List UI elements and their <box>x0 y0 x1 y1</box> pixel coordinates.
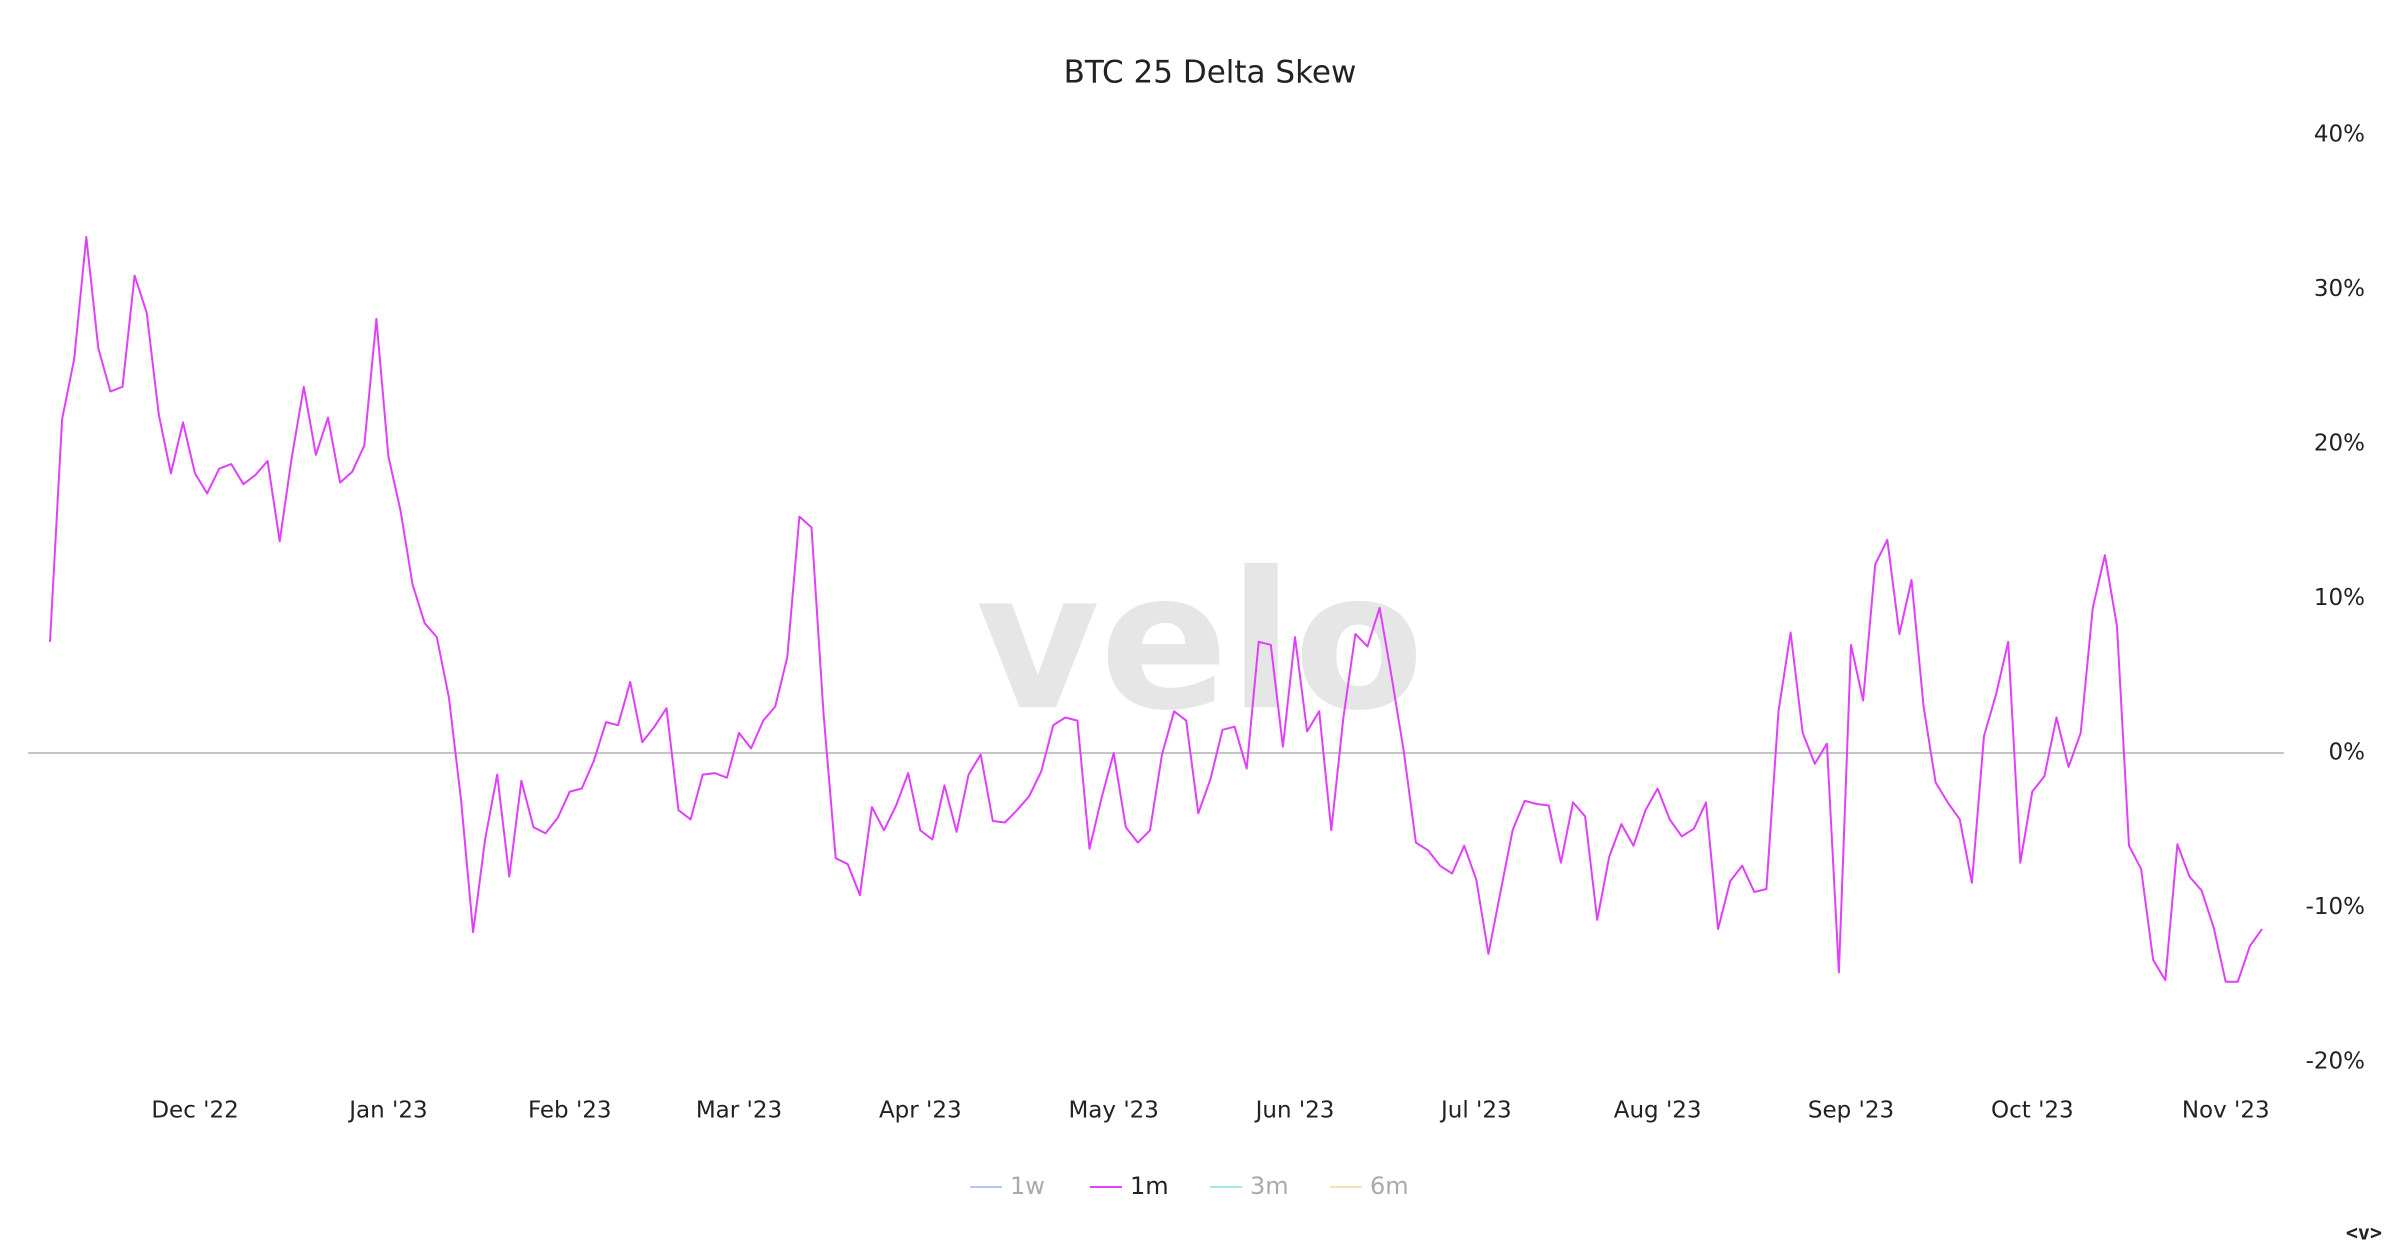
x-tick-label: Mar '23 <box>696 1098 782 1124</box>
x-tick-label: Aug '23 <box>1614 1098 1702 1124</box>
x-tick-label: Jul '23 <box>1439 1098 1512 1124</box>
corner-mark[interactable]: <v> <box>2346 1221 2382 1245</box>
x-tick-label: May '23 <box>1068 1098 1158 1124</box>
legend-label[interactable]: 1w <box>1010 1172 1045 1200</box>
y-tick-label: -10% <box>2306 894 2365 920</box>
y-tick-label: 0% <box>2329 740 2366 766</box>
legend-label[interactable]: 6m <box>1370 1172 1409 1200</box>
x-tick-label: Feb '23 <box>528 1098 612 1124</box>
y-tick-label: 30% <box>2314 276 2365 302</box>
y-tick-label: 20% <box>2314 431 2365 457</box>
legend-label[interactable]: 3m <box>1250 1172 1289 1200</box>
chart-title: BTC 25 Delta Skew <box>1064 55 1357 91</box>
y-tick-label: -20% <box>2306 1049 2365 1075</box>
x-tick-label: Apr '23 <box>879 1098 962 1124</box>
y-tick-label: 40% <box>2314 122 2365 148</box>
y-tick-label: 10% <box>2314 585 2365 611</box>
legend-label[interactable]: 1m <box>1130 1172 1169 1200</box>
x-tick-label: Dec '22 <box>151 1098 238 1124</box>
x-tick-label: Sep '23 <box>1808 1098 1894 1124</box>
x-tick-label: Oct '23 <box>1991 1098 2074 1124</box>
x-tick-label: Jan '23 <box>347 1098 427 1124</box>
x-tick-label: Nov '23 <box>2182 1098 2270 1124</box>
watermark: velo <box>976 531 1424 752</box>
series-line <box>49 236 2263 983</box>
x-tick-label: Jun '23 <box>1254 1098 1335 1124</box>
